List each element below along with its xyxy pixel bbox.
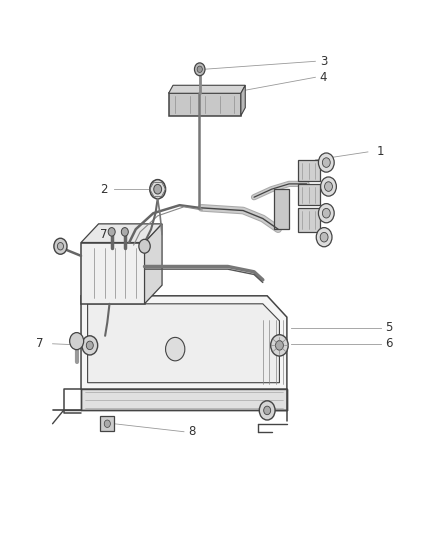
Text: 1: 1 xyxy=(377,146,384,158)
Polygon shape xyxy=(81,389,287,410)
Circle shape xyxy=(194,63,205,76)
Polygon shape xyxy=(169,93,241,116)
Polygon shape xyxy=(241,85,245,116)
Circle shape xyxy=(318,153,334,172)
Circle shape xyxy=(150,180,166,199)
Text: 7: 7 xyxy=(100,228,107,241)
Text: 7: 7 xyxy=(36,337,44,350)
Text: 5: 5 xyxy=(385,321,393,334)
Polygon shape xyxy=(88,304,279,383)
Text: 2: 2 xyxy=(100,183,107,196)
Circle shape xyxy=(104,420,110,427)
Circle shape xyxy=(197,66,202,72)
Circle shape xyxy=(276,341,283,350)
Text: 4: 4 xyxy=(320,71,327,84)
Polygon shape xyxy=(298,208,320,232)
Circle shape xyxy=(322,158,330,167)
Circle shape xyxy=(70,333,84,350)
Circle shape xyxy=(166,337,185,361)
Polygon shape xyxy=(298,160,320,181)
Circle shape xyxy=(325,182,332,191)
Polygon shape xyxy=(274,189,289,229)
Circle shape xyxy=(320,232,328,242)
Polygon shape xyxy=(145,224,162,304)
Circle shape xyxy=(316,228,332,247)
Circle shape xyxy=(139,239,150,253)
Circle shape xyxy=(108,228,115,236)
Polygon shape xyxy=(298,184,320,205)
Circle shape xyxy=(57,243,64,250)
Polygon shape xyxy=(100,416,114,431)
Circle shape xyxy=(82,336,98,355)
Circle shape xyxy=(322,208,330,218)
Circle shape xyxy=(86,341,93,350)
Circle shape xyxy=(259,401,275,420)
Circle shape xyxy=(321,177,336,196)
Text: 6: 6 xyxy=(385,337,393,350)
Circle shape xyxy=(54,238,67,254)
Circle shape xyxy=(271,335,288,356)
Polygon shape xyxy=(81,243,145,304)
Circle shape xyxy=(264,406,271,415)
Polygon shape xyxy=(169,85,245,93)
Circle shape xyxy=(154,184,162,194)
Polygon shape xyxy=(81,296,287,389)
Circle shape xyxy=(318,204,334,223)
Circle shape xyxy=(121,228,128,236)
Polygon shape xyxy=(81,224,162,243)
Text: 3: 3 xyxy=(320,55,327,68)
Text: 8: 8 xyxy=(188,425,196,438)
